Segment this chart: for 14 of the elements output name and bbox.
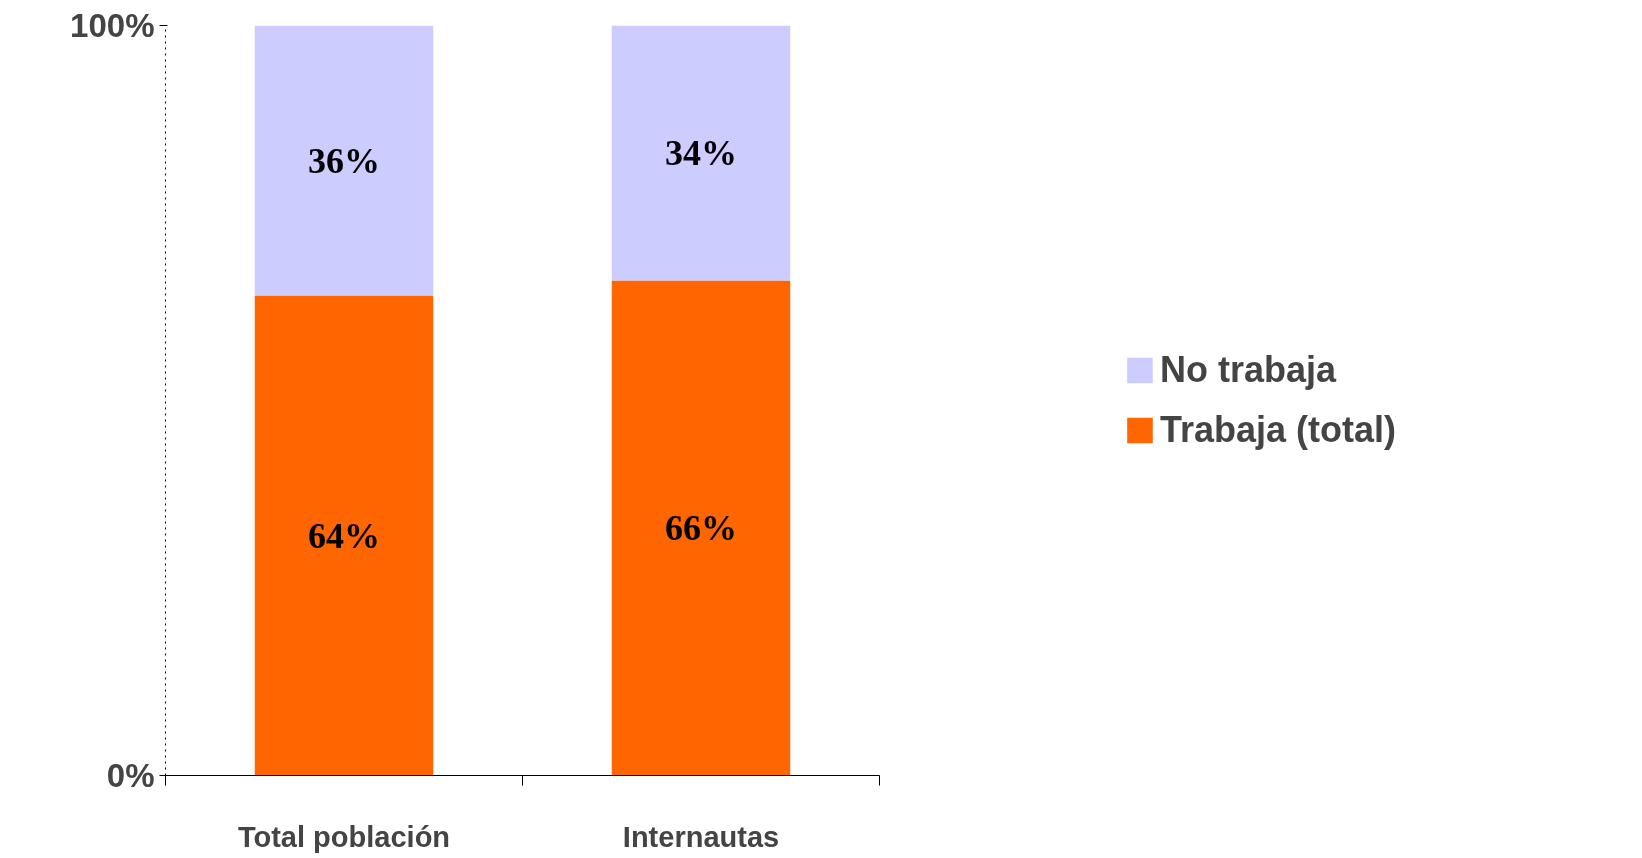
x-tick-label: Internautas bbox=[622, 820, 780, 853]
data-label: 66% bbox=[665, 508, 737, 548]
bar bbox=[611, 280, 791, 776]
bar bbox=[611, 25, 791, 281]
data-label: 34% bbox=[665, 133, 737, 173]
y-tick-label: 100% bbox=[70, 7, 155, 44]
bar bbox=[254, 25, 434, 296]
y-tick-label: 0% bbox=[106, 757, 155, 794]
legend-label: No trabaja bbox=[1159, 349, 1337, 391]
data-label: 64% bbox=[308, 515, 380, 556]
data-label: 36% bbox=[308, 140, 380, 181]
bar bbox=[254, 295, 434, 776]
x-tick-label: Total población bbox=[237, 820, 451, 853]
legend-label: Trabaja (total) bbox=[1159, 409, 1397, 451]
